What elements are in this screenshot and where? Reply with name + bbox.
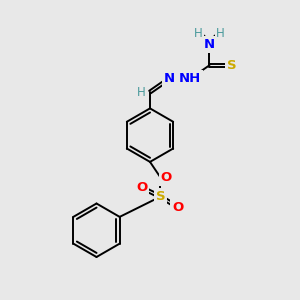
- Text: N: N: [204, 38, 215, 51]
- Text: O: O: [136, 181, 148, 194]
- Text: S: S: [156, 190, 165, 203]
- Text: NH: NH: [179, 72, 201, 85]
- Text: H: H: [194, 27, 203, 40]
- Text: H: H: [216, 27, 225, 40]
- Text: S: S: [227, 59, 236, 72]
- Text: O: O: [161, 171, 172, 184]
- Text: O: O: [172, 201, 183, 214]
- Text: N: N: [164, 72, 175, 85]
- Text: H: H: [137, 85, 146, 98]
